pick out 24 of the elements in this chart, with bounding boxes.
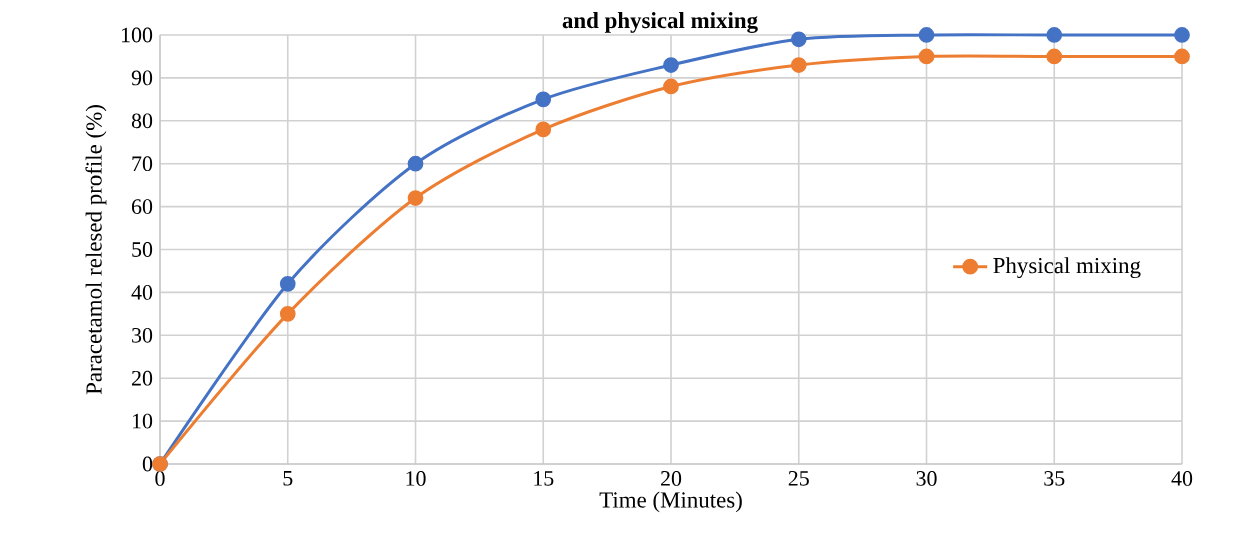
x-tick-label: 10 (406, 471, 426, 486)
y-tick-label: 10 (132, 413, 153, 429)
y-tick-label: 70 (132, 156, 153, 172)
x-tick-label: 20 (661, 471, 682, 486)
y-tick-label: 30 (132, 327, 153, 343)
x-tick-label: 5 (283, 471, 293, 486)
y-tick-label: 100 (122, 27, 153, 43)
x-tick-label: 25 (788, 471, 809, 486)
y-tick-label: 90 (131, 70, 153, 86)
y-tick-label: 40 (131, 285, 153, 300)
x-tick-label: 30 (916, 471, 937, 486)
chart-title: and physical mixing (562, 12, 758, 33)
legend-label: Physical mixing (993, 257, 1141, 279)
y-axis-title: Paracetamol relesed profile (%) (85, 105, 107, 395)
x-axis-title: Time (Minutes) (599, 491, 742, 513)
y-tick-label: 20 (132, 370, 153, 386)
y-tick-label: 50 (132, 242, 153, 257)
x-tick-label: 35 (1044, 471, 1065, 486)
y-tick-label: 60 (131, 199, 153, 214)
y-tick-label: 0 (142, 456, 153, 472)
x-tick-label: 15 (534, 471, 554, 486)
y-tick-label: 80 (131, 113, 153, 129)
x-tick-label: 40 (1171, 471, 1193, 486)
x-tick-label: 0 (155, 471, 165, 486)
